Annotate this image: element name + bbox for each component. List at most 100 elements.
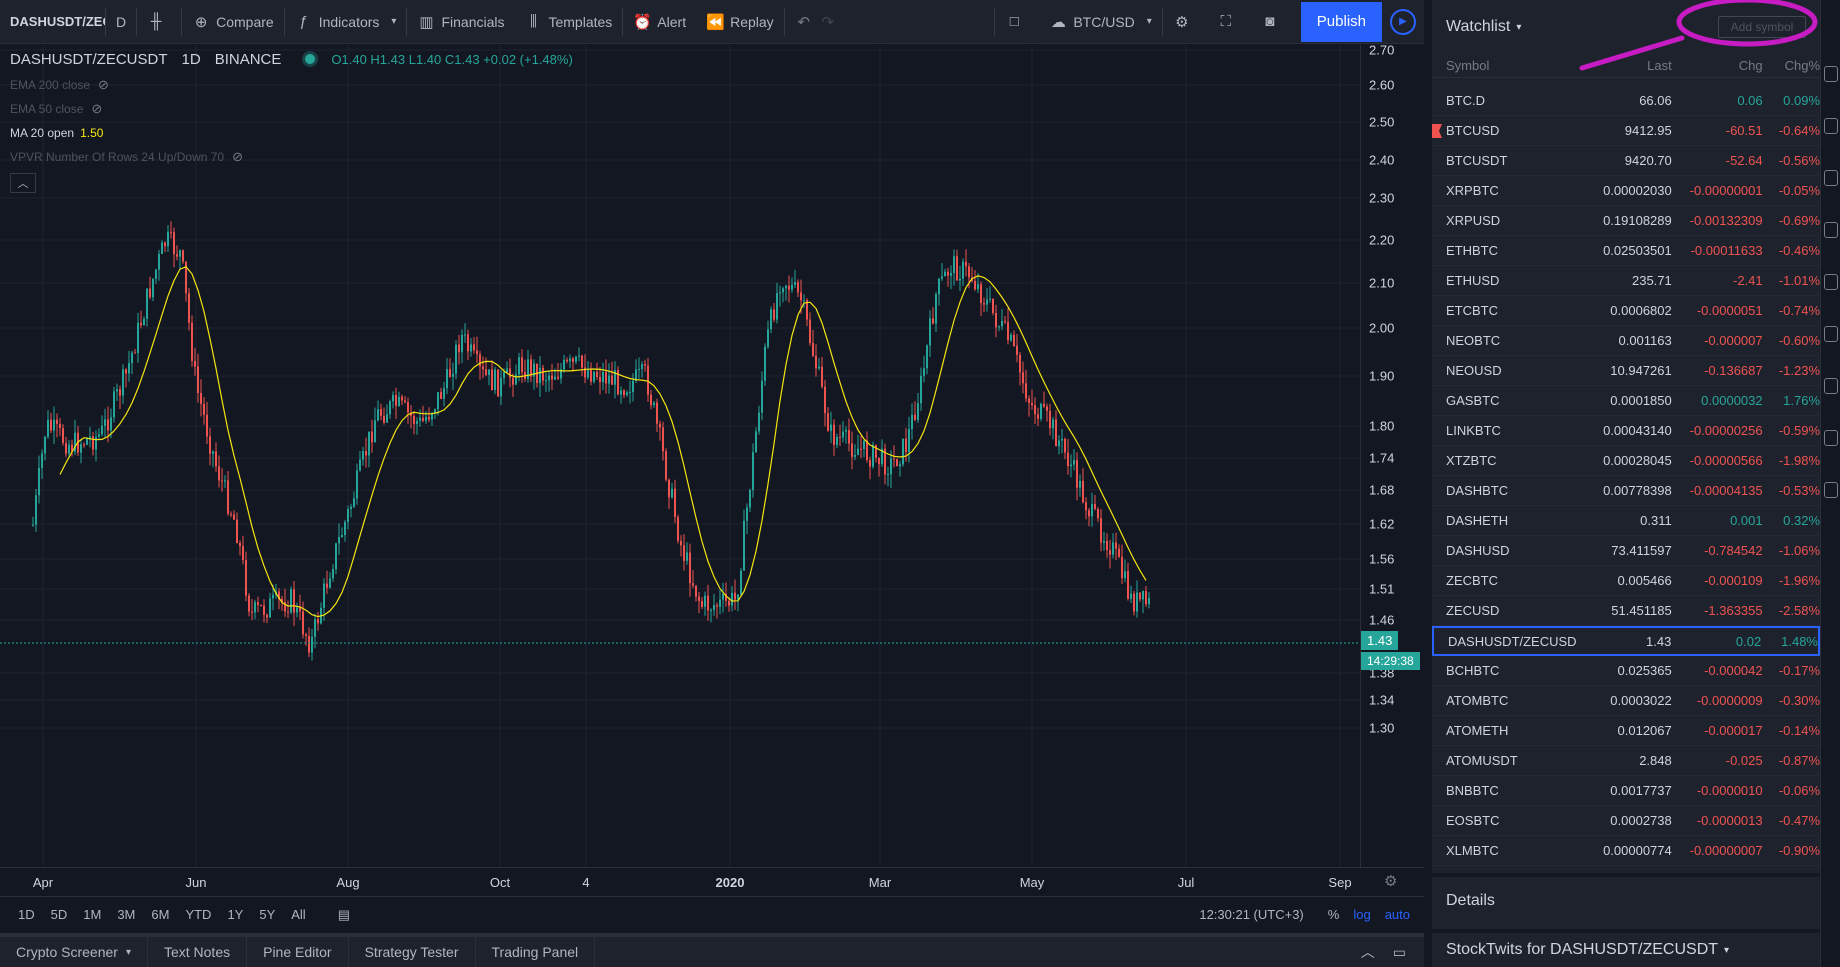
ideas-icon[interactable] [1824,326,1838,342]
calendar-icon[interactable] [1824,118,1838,134]
watchlist-row[interactable]: BCHBTC 0.025365 -0.000042 -0.17% [1432,656,1820,686]
watchlist-title[interactable]: Watchlist [1446,18,1511,35]
details-section[interactable]: Details [1432,873,1824,925]
column-chg-pct[interactable]: Chg% [1784,58,1821,73]
percent-toggle[interactable]: % [1327,907,1340,922]
column-chg[interactable]: Chg [1738,58,1763,73]
indicator-row[interactable]: MA 20 open 1.50 [10,121,573,145]
watchlist-row[interactable]: BNBBTC 0.0017737 -0.0000010 -0.06% [1432,776,1820,806]
watchlist-row[interactable]: BTC.D 66.06 0.06 0.09% [1432,86,1820,116]
range-1m[interactable]: 1M [83,907,102,922]
collapse-legend-button[interactable]: ︿ [10,173,36,193]
watchlist-row[interactable]: BTCUSDT 9420.70 -52.64 -0.56% [1432,146,1820,176]
log-toggle[interactable]: log [1353,907,1371,922]
settings-button[interactable]: ⚙ [1163,0,1207,44]
watchlist-row[interactable]: DASHUSDT/ZECUSDT 1.43 0.02 1.48% [1432,626,1820,656]
hotlist-icon[interactable] [1824,378,1838,394]
watchlist-row[interactable]: ZECUSD 51.451185 -1.363355 -2.58% [1432,596,1820,626]
watchlist-row[interactable]: DASHBTC 0.00778398 -0.00004135 -0.53% [1432,476,1820,506]
chart-canvas[interactable] [0,45,1360,867]
eye-crossed-icon[interactable]: ⊘ [232,149,243,164]
add-symbol-input[interactable]: Add symbol [1718,16,1806,38]
eye-crossed-icon[interactable]: ⊘ [91,101,103,116]
watchlist-row[interactable]: BTCUSD 9412.95 -60.51 -0.64% [1432,116,1820,146]
collapse-panel-icon[interactable]: ︿ [1360,944,1375,960]
compare-button[interactable]: ⊕ Compare [182,0,284,44]
indicator-row[interactable]: VPVR Number Of Rows 24 Up/Down 70 ⊘ [10,145,573,169]
undo-button[interactable]: ↶ ↷ [785,0,853,44]
publish-button[interactable]: Publish [1300,1,1382,42]
clock[interactable]: 12:30:21 (UTC+3) [1199,907,1304,922]
watchlist-icon[interactable] [1824,66,1838,82]
compare-symbol-select[interactable]: ☁ BTC/USD ▾ [1039,0,1161,44]
watchlist-row[interactable]: DASHUSD 73.411597 -0.784542 -1.06% [1432,536,1820,566]
watchlist-row[interactable]: ZECBTC 0.005466 -0.000109 -1.96% [1432,566,1820,596]
watchlist-row[interactable]: DASHETH 0.311 0.001 0.32% [1432,506,1820,536]
watchlist-row[interactable]: EOSBTC 0.0002738 -0.0000013 -0.47% [1432,806,1820,836]
watchlist-row[interactable]: ETCBTC 0.0006802 -0.0000051 -0.74% [1432,296,1820,326]
interval-button[interactable]: D [116,13,127,30]
range-ytd[interactable]: YTD [185,907,212,922]
legend-symbol[interactable]: DASHUSDT/ZECUSDT [10,50,168,68]
candle-body [1118,548,1120,557]
price-chart[interactable] [0,45,1360,867]
indicator-row[interactable]: EMA 50 close ⊘ [10,97,573,121]
watchlist-header[interactable]: Watchlist ▾ [1432,0,1820,54]
watchlist-row[interactable]: LINKBTC 0.00043140 -0.00000256 -0.59% [1432,416,1820,446]
indicator-row[interactable]: EMA 200 close ⊘ [10,73,573,97]
range-1y[interactable]: 1Y [227,907,244,922]
eye-crossed-icon[interactable]: ⊘ [98,77,109,92]
price-axis[interactable]: 2.70 2.60 2.50 2.40 2.30 2.20 2.10 2.00 1.90 1.80… [1360,43,1424,867]
range-3m[interactable]: 3M [117,907,136,922]
tab-strategy-tester[interactable]: Strategy Tester [349,937,476,967]
tab-crypto-screener[interactable]: Crypto Screener ▾ [0,937,148,967]
layout-button[interactable]: □ [995,0,1039,44]
watchlist-row[interactable]: XRPBTC 0.00002030 -0.00000001 -0.05% [1432,176,1820,206]
goto-date-icon[interactable]: ▤ [337,906,350,922]
tab-pine-editor[interactable]: Pine Editor [247,937,349,967]
watchlist-row[interactable]: ATOMUSDT 2.848 -0.025 -0.87% [1432,746,1820,776]
redo-icon[interactable]: ↷ [821,13,834,31]
replay-button[interactable]: ⏪ Replay [696,0,784,44]
watchlist-row[interactable]: GASBTC 0.0001850 0.0000032 1.76% [1432,386,1820,416]
watchlist-row[interactable]: ATOMETH 0.012067 -0.000017 -0.14% [1432,716,1820,746]
range-all[interactable]: All [291,907,306,922]
screenshot-button[interactable]: ◙ [1251,0,1295,44]
range-5d[interactable]: 5D [50,907,68,922]
fullscreen-button[interactable]: ⛶ [1207,0,1251,44]
auto-toggle[interactable]: auto [1384,907,1410,922]
candle-body [569,358,571,362]
templates-button[interactable]: ⫼ Templates [514,0,622,44]
axis-settings-icon[interactable]: ⚙ [1384,873,1398,890]
range-5y[interactable]: 5Y [259,907,276,922]
time-axis[interactable]: Apr Jun Aug Oct 4 2020 Mar May Jul Sep ⚙ [0,867,1424,895]
symbol-search[interactable]: DASHUSDT/ZECUSDT [10,14,105,29]
alert-icon[interactable] [1824,170,1838,186]
tab-trading-panel[interactable]: Trading Panel [476,937,596,967]
flag-icon[interactable] [1432,124,1442,138]
alert-button[interactable]: ⏰ Alert [623,0,696,44]
lightbulb-icon[interactable] [1824,274,1838,290]
stocktwits-section[interactable]: StockTwits for DASHUSDT/ZECUSDT ▾ [1432,929,1824,967]
watchlist-row[interactable]: XLMBTC 0.00000774 -0.00000007 -0.90% [1432,836,1820,866]
range-6m[interactable]: 6M [151,907,170,922]
watchlist-row[interactable]: ATOMBTC 0.0003022 -0.0000009 -0.30% [1432,686,1820,716]
financials-button[interactable]: ▥ Financials [407,0,514,44]
column-last[interactable]: Last [1647,58,1672,73]
tab-text-notes[interactable]: Text Notes [148,937,248,967]
maximize-panel-icon[interactable]: ▭ [1392,943,1406,960]
column-symbol[interactable]: Symbol [1446,58,1490,73]
watchlist-row[interactable]: ETHUSD 235.71 -2.41 -1.01% [1432,266,1820,296]
watchlist-row[interactable]: NEOUSD 10.947261 -0.136687 -1.23% [1432,356,1820,386]
range-1d[interactable]: 1D [18,907,35,922]
watchlist-row[interactable]: NEOBTC 0.001163 -0.000007 -0.60% [1432,326,1820,356]
watchlist-row[interactable]: ETHBTC 0.02503501 -0.00011633 -0.46% [1432,236,1820,266]
chart-type-button[interactable]: ╫ [137,0,181,44]
play-icon[interactable]: ▶ [1390,8,1416,35]
indicators-button[interactable]: ƒ Indicators ▾ [285,0,407,44]
watchlist-row[interactable]: XRPUSD 0.19108289 -0.00132309 -0.69% [1432,206,1820,236]
news-icon[interactable] [1824,430,1838,446]
watchlist-row[interactable]: XTZBTC 0.00028045 -0.00000566 -1.98% [1432,446,1820,476]
chat-icon[interactable] [1824,222,1838,238]
streams-icon[interactable] [1824,482,1838,498]
